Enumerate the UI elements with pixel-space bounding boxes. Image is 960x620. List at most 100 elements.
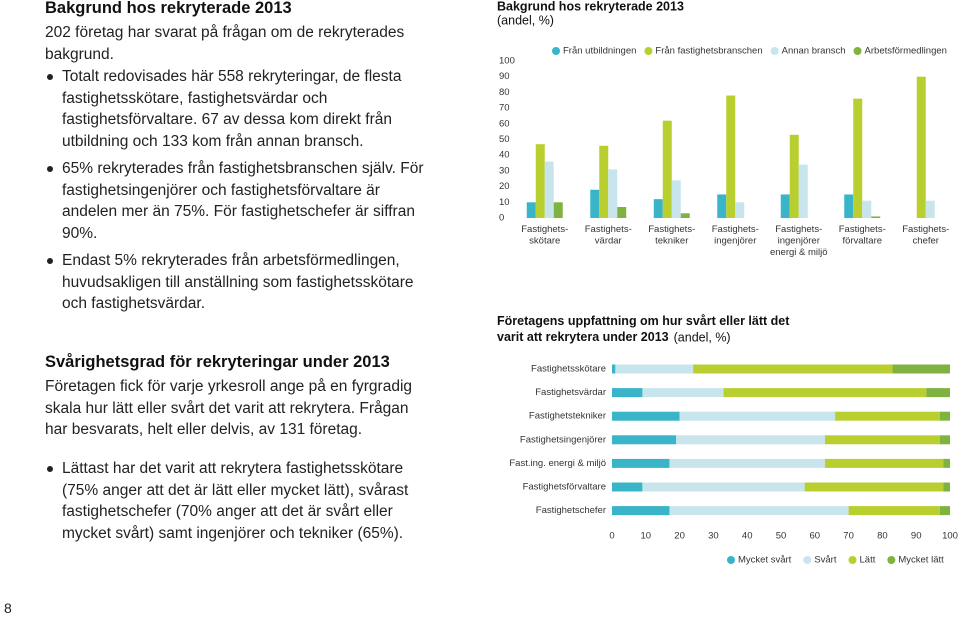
- paragraph: Företagen fick för varje yrkesroll ange …: [45, 378, 413, 438]
- legend-marker: [644, 47, 653, 55]
- legend-marker: [803, 556, 812, 564]
- bullet-list: Lättast har det varit att rekrytera fast…: [45, 458, 425, 550]
- bar-segment: [615, 364, 694, 374]
- y-tick-label: 100: [499, 56, 515, 67]
- page-number: 8: [4, 600, 12, 616]
- bar-segment: [835, 411, 940, 421]
- x-tick-label: 60: [810, 531, 821, 542]
- bar-segment: [824, 458, 944, 468]
- bar: [671, 180, 681, 218]
- x-tick-label: Fastighets-ingenjörer energi & miljö: [770, 224, 828, 258]
- y-tick-label: Fastighetsvärdar: [535, 387, 606, 398]
- bar-segment: [848, 506, 940, 516]
- bar: [798, 164, 808, 218]
- legend-label: Mycket lätt: [898, 555, 944, 566]
- bar-segment: [669, 458, 825, 468]
- y-tick-label: Fastighetsförvaltare: [523, 482, 606, 493]
- bullet: Totalt redovisades här 558 rekryteringar…: [45, 66, 425, 152]
- x-tick-label: 40: [742, 531, 753, 542]
- legend-label: Arbetsförmedlingen: [865, 46, 947, 57]
- x-tick-label: 20: [674, 531, 685, 542]
- y-tick-label: 90: [499, 71, 510, 82]
- y-tick-label: 80: [499, 87, 510, 98]
- bar: [608, 169, 618, 218]
- legend-label: Lätt: [860, 555, 876, 566]
- bar: [853, 98, 863, 218]
- x-tick-label: Fastighets-skötare: [521, 224, 568, 247]
- legend-marker: [727, 556, 735, 564]
- chart-subtitle: (andel, %): [497, 13, 554, 27]
- bar: [553, 202, 563, 218]
- bar-segment: [642, 388, 724, 398]
- bar: [789, 134, 799, 218]
- y-tick-label: Fastighetsskötare: [531, 364, 606, 375]
- chart-title: Bakgrund hos rekryterade 2013: [497, 0, 684, 13]
- bar: [617, 207, 627, 218]
- legend-marker: [552, 47, 560, 55]
- bar-segment: [612, 435, 677, 445]
- bar: [544, 161, 554, 218]
- bar-segment: [939, 435, 950, 445]
- bar: [535, 144, 545, 218]
- y-tick-label: Fastighetschefer: [536, 505, 606, 516]
- y-tick-label: 0: [499, 213, 504, 224]
- bar-segment: [612, 506, 670, 516]
- bar: [717, 194, 727, 218]
- paragraph: 202 företag har svarat på frågan om de r…: [45, 24, 405, 63]
- x-tick-label: 0: [609, 531, 614, 542]
- chart-title: Företagens uppfattning om hur svårt elle…: [497, 314, 790, 344]
- x-tick-label: Fastighets-förvaltare: [839, 224, 886, 247]
- bar: [916, 76, 926, 218]
- bar: [526, 202, 536, 218]
- bar: [726, 95, 736, 218]
- x-tick-label: Fastighets-ingenjörer: [712, 224, 759, 247]
- bar: [599, 145, 609, 218]
- legend-label: Mycket svårt: [738, 555, 792, 566]
- legend-label: Från fastighetsbranschen: [655, 46, 762, 57]
- y-tick-label: 40: [499, 150, 510, 161]
- legend-marker: [770, 47, 779, 55]
- x-tick-label: 50: [776, 531, 787, 542]
- x-tick-label: 90: [911, 531, 922, 542]
- y-tick-label: 30: [499, 165, 510, 176]
- legend-label: Svårt: [814, 555, 837, 566]
- bullet: 65% rekryterades från fastighetsbransche…: [45, 158, 425, 244]
- x-tick-label: Fastighets-tekniker: [648, 224, 695, 247]
- legend-marker: [887, 556, 896, 564]
- bar-segment: [723, 388, 927, 398]
- bar-segment: [612, 411, 680, 421]
- y-tick-label: Fastighetsingenjörer: [520, 434, 606, 445]
- bar: [680, 213, 690, 218]
- y-tick-label: 70: [499, 103, 510, 114]
- x-tick-label: Fastighets-värdar: [585, 224, 632, 247]
- chart-subtitle: (andel, %): [674, 330, 731, 344]
- y-tick-label: 60: [499, 118, 510, 129]
- legend-label: Annan bransch: [782, 46, 846, 57]
- bar: [653, 199, 663, 218]
- bar-segment: [612, 458, 670, 468]
- bar-segment: [669, 506, 849, 516]
- bar: [925, 200, 935, 218]
- bar-segment: [926, 388, 950, 398]
- legend-label: Från utbildningen: [563, 46, 636, 57]
- legend-marker: [853, 47, 862, 55]
- bar-segment: [679, 411, 836, 421]
- heading: Svårighetsgrad för rekryteringar under 2…: [45, 353, 390, 371]
- bar-segment: [612, 482, 643, 492]
- bar-segment: [943, 458, 950, 468]
- x-tick-label: 70: [843, 531, 854, 542]
- bar-segment: [939, 506, 950, 516]
- y-tick-label: Fastighetstekniker: [529, 411, 606, 422]
- bar: [871, 216, 881, 218]
- bar-segment: [943, 482, 950, 492]
- bar-segment: [892, 364, 950, 374]
- bar: [662, 120, 672, 218]
- legend-marker: [848, 556, 857, 564]
- heading: Bakgrund hos rekryterade 2013: [45, 0, 292, 17]
- bar-segment: [693, 364, 893, 374]
- bar-segment: [612, 364, 616, 374]
- bar-segment: [939, 411, 950, 421]
- bar: [780, 194, 790, 218]
